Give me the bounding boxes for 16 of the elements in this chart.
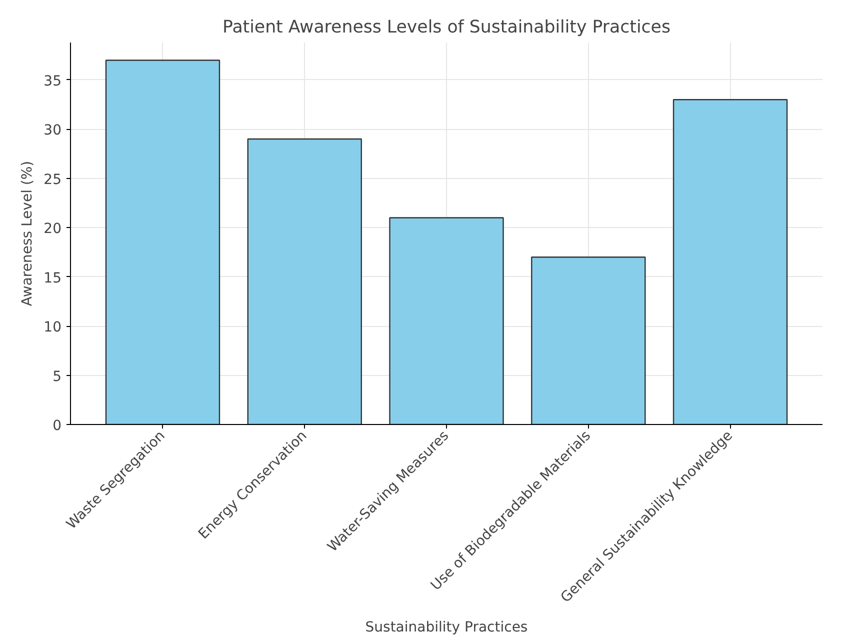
y-tick-label: 10 (44, 320, 62, 336)
bar (531, 256, 646, 424)
y-tick-label: 20 (44, 221, 62, 238)
bar (105, 60, 220, 424)
bar (247, 138, 362, 424)
bar (389, 217, 504, 424)
y-tick-label: 30 (44, 122, 62, 139)
y-tick-label: 25 (44, 172, 62, 188)
y-tick-label: 35 (44, 73, 62, 90)
chart-title: Patient Awareness Levels of Sustainability Practices (222, 18, 670, 38)
bar (672, 99, 788, 424)
x-axis-title: Sustainability Practices (365, 620, 528, 636)
y-tick-label: 5 (52, 368, 62, 385)
y-tick-label: 15 (44, 270, 62, 286)
y-tick-label: 0 (52, 418, 62, 434)
y-axis-title: Awareness Level (%) (20, 160, 36, 306)
